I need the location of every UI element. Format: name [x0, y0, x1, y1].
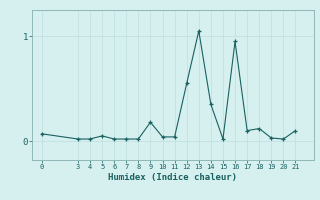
X-axis label: Humidex (Indice chaleur): Humidex (Indice chaleur)	[108, 173, 237, 182]
